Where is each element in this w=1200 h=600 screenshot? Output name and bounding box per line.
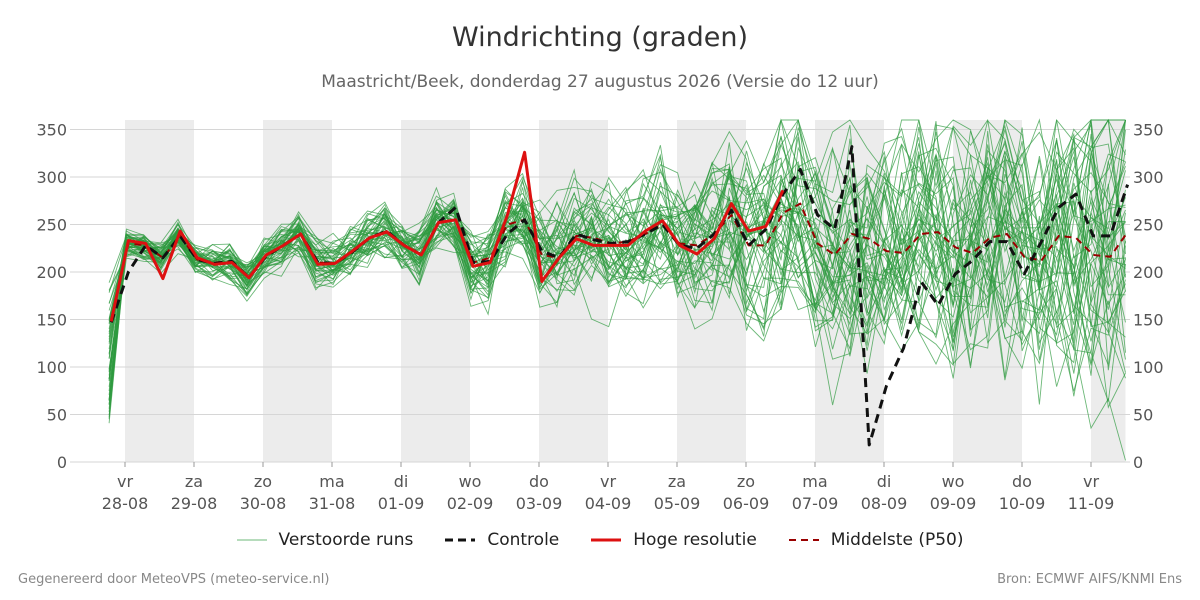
x-tick-day-13: do: [1012, 472, 1032, 491]
ensemble-member-49: [108, 124, 1126, 397]
y-tick-left-350: 350: [36, 121, 67, 140]
x-tick-date-3: 31-08: [309, 494, 356, 513]
y-tick-left-0: 0: [57, 453, 67, 472]
main-series-lines: [109, 145, 1130, 447]
x-tick-day-5: wo: [459, 472, 482, 491]
y-tick-left-150: 150: [36, 311, 67, 330]
legend-label-controle: Controle: [487, 530, 560, 550]
x-tick-day-8: za: [668, 472, 686, 491]
chart-title: Windrichting (graden): [451, 22, 749, 53]
x-tick-date-14: 11-09: [1068, 494, 1115, 513]
x-tick-date-1: 29-08: [171, 494, 218, 513]
x-tick-day-0: vr: [117, 472, 133, 491]
x-tick-date-4: 01-09: [378, 494, 425, 513]
x-tick-day-12: wo: [942, 472, 965, 491]
ensemble-member-34: [108, 119, 1126, 379]
y-tick-left-200: 200: [36, 263, 67, 282]
legend: Verstoorde runs Controle Hoge resolutie …: [0, 530, 1200, 550]
footer-source: Bron: ECMWF AIFS/KNMI Ens: [997, 572, 1182, 587]
legend-item-controle: Controle: [445, 530, 559, 550]
ensemble-member-50: [108, 119, 1126, 382]
footer-generated-by: Gegenereerd door MeteoVPS (meteo-service…: [18, 572, 330, 587]
legend-item-hoge-resolutie: Hoge resolutie: [591, 530, 757, 550]
x-tick-day-7: vr: [600, 472, 616, 491]
x-tick-date-0: 28-08: [102, 494, 149, 513]
y-tick-right-250: 250: [1133, 216, 1164, 235]
x-tick-day-14: vr: [1083, 472, 1099, 491]
legend-label-ensemble: Verstoorde runs: [278, 530, 414, 550]
ensemble-member-35: [108, 119, 1126, 380]
y-tick-right-300: 300: [1133, 168, 1164, 187]
x-tick-date-13: 10-09: [999, 494, 1046, 513]
y-tick-right-150: 150: [1133, 311, 1164, 330]
ensemble-member-47: [108, 156, 1126, 376]
y-tick-right-0: 0: [1133, 453, 1143, 472]
x-tick-day-2: zo: [254, 472, 272, 491]
x-axis: vr 28-08 za 29-08 zo 30-08 ma 31-08 di 01-09 wo 02-…: [102, 462, 1115, 513]
x-tick-date-2: 30-08: [240, 494, 287, 513]
chart-subtitle: Maastricht/Beek, donderdag 27 augustus 2…: [321, 72, 879, 92]
y-tick-left-250: 250: [36, 216, 67, 235]
ensemble-lines: [108, 118, 1126, 461]
y-tick-right-350: 350: [1133, 121, 1164, 140]
x-tick-day-11: di: [877, 472, 892, 491]
x-tick-day-9: zo: [737, 472, 755, 491]
y-tick-left-300: 300: [36, 168, 67, 187]
y-axis-left: 0 50 100 150 200 250 300 350: [36, 121, 67, 473]
y-tick-left-100: 100: [36, 358, 67, 377]
ensemble-member-32: [108, 155, 1126, 392]
legend-label-middelste: Middelste (P50): [830, 530, 964, 550]
wind-direction-chart: 0 50 100 150 200 250 300 350 0 50 100 150 200 250 300…: [36, 118, 1164, 513]
x-tick-date-6: 03-09: [516, 494, 563, 513]
ensemble-member-33: [108, 123, 1126, 401]
y-tick-right-100: 100: [1133, 358, 1164, 377]
x-tick-date-9: 06-09: [723, 494, 770, 513]
x-tick-date-7: 04-09: [585, 494, 632, 513]
x-tick-day-10: ma: [802, 472, 827, 491]
shade-band-1: [263, 120, 332, 462]
x-tick-date-10: 07-09: [792, 494, 839, 513]
y-tick-right-200: 200: [1133, 263, 1164, 282]
shade-band-2: [401, 120, 470, 462]
series-line-hoge-resolutie: [109, 150, 785, 322]
shade-band-0: [125, 120, 194, 462]
series-line-controle: [109, 145, 1130, 447]
y-tick-right-50: 50: [1133, 406, 1153, 425]
x-tick-day-3: ma: [319, 472, 344, 491]
x-tick-day-4: di: [394, 472, 409, 491]
legend-label-hoge-resolutie: Hoge resolutie: [633, 530, 757, 550]
x-tick-day-6: do: [529, 472, 549, 491]
y-tick-left-50: 50: [47, 406, 67, 425]
x-tick-day-1: za: [185, 472, 203, 491]
x-tick-date-11: 08-09: [861, 494, 908, 513]
legend-item-middelste: Middelste (P50): [788, 530, 964, 550]
x-tick-date-5: 02-09: [447, 494, 494, 513]
ensemble-member-44: [108, 143, 1126, 406]
legend-item-ensemble: Verstoorde runs: [236, 530, 414, 550]
x-tick-date-12: 09-09: [930, 494, 977, 513]
ensemble-member-48: [108, 131, 1126, 416]
y-axis-right: 0 50 100 150 200 250 300 350: [1133, 121, 1164, 473]
ensemble-member-26: [108, 126, 1126, 354]
x-tick-date-8: 05-09: [654, 494, 701, 513]
